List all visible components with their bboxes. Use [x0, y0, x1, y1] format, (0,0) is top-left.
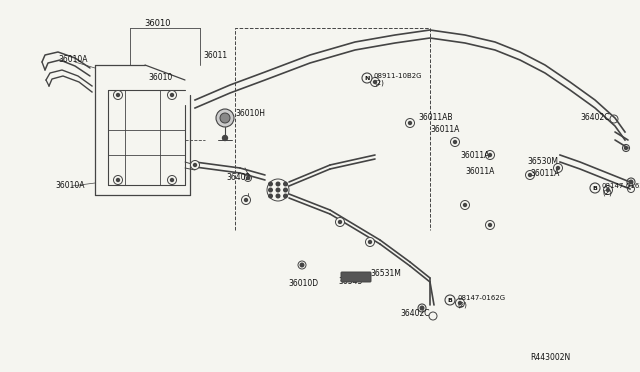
Circle shape: [276, 194, 280, 198]
Circle shape: [170, 179, 173, 182]
Text: 36011A: 36011A: [465, 167, 494, 176]
Circle shape: [554, 164, 563, 173]
Circle shape: [269, 194, 272, 198]
Text: 36010: 36010: [148, 74, 172, 83]
Circle shape: [113, 176, 122, 185]
Text: 36402C: 36402C: [400, 310, 429, 318]
Circle shape: [488, 154, 492, 157]
Circle shape: [168, 176, 177, 185]
Circle shape: [335, 218, 344, 227]
Circle shape: [241, 196, 250, 205]
Circle shape: [220, 113, 230, 123]
Circle shape: [244, 199, 248, 202]
Circle shape: [216, 109, 234, 127]
Text: 36010A: 36010A: [55, 180, 84, 189]
Circle shape: [488, 224, 492, 227]
Circle shape: [276, 182, 280, 186]
Circle shape: [451, 138, 460, 147]
Text: (2): (2): [457, 302, 467, 308]
Circle shape: [629, 180, 633, 184]
Circle shape: [113, 90, 122, 99]
Circle shape: [461, 201, 470, 209]
Circle shape: [170, 93, 173, 96]
Circle shape: [557, 167, 559, 170]
Text: N: N: [364, 76, 370, 80]
Circle shape: [525, 170, 534, 180]
Text: 36010D: 36010D: [288, 279, 318, 288]
Circle shape: [463, 203, 467, 206]
Circle shape: [369, 241, 371, 244]
Circle shape: [486, 221, 495, 230]
Circle shape: [362, 73, 372, 83]
Circle shape: [191, 160, 200, 170]
Circle shape: [339, 221, 342, 224]
Circle shape: [458, 301, 461, 305]
Circle shape: [300, 263, 304, 267]
Text: 08147-0162G: 08147-0162G: [457, 295, 505, 301]
Text: 36530M: 36530M: [527, 157, 558, 167]
Circle shape: [590, 183, 600, 193]
Circle shape: [408, 122, 412, 125]
FancyBboxPatch shape: [341, 272, 371, 282]
Text: B: B: [447, 298, 452, 302]
Circle shape: [607, 189, 609, 192]
Circle shape: [116, 179, 120, 182]
Text: 36011A: 36011A: [460, 151, 490, 160]
Text: 36011A: 36011A: [530, 169, 559, 177]
Circle shape: [168, 90, 177, 99]
Circle shape: [365, 237, 374, 247]
Circle shape: [374, 80, 376, 83]
Circle shape: [284, 188, 287, 192]
Text: (2): (2): [602, 190, 612, 196]
Circle shape: [246, 176, 250, 180]
Text: 36010H: 36010H: [235, 109, 265, 118]
Text: 36011AB: 36011AB: [418, 113, 452, 122]
Circle shape: [486, 151, 495, 160]
Circle shape: [406, 119, 415, 128]
Text: 36545: 36545: [338, 278, 362, 286]
Circle shape: [371, 77, 380, 87]
Circle shape: [456, 298, 465, 308]
Text: 36531M: 36531M: [370, 269, 401, 278]
Text: 36011A: 36011A: [430, 125, 460, 135]
Text: R443002N: R443002N: [530, 353, 570, 362]
Text: 36010A: 36010A: [58, 55, 88, 64]
Circle shape: [420, 306, 424, 310]
Text: 36402C: 36402C: [580, 112, 609, 122]
Circle shape: [454, 141, 456, 144]
Circle shape: [529, 173, 531, 176]
Circle shape: [604, 186, 612, 195]
Circle shape: [116, 93, 120, 96]
Circle shape: [625, 147, 627, 150]
Circle shape: [284, 182, 287, 186]
Circle shape: [223, 135, 227, 141]
Text: 08147-0162G: 08147-0162G: [602, 183, 640, 189]
Circle shape: [269, 188, 272, 192]
Circle shape: [445, 295, 455, 305]
Text: 08911-10B2G: 08911-10B2G: [374, 73, 422, 79]
Text: 36010: 36010: [145, 19, 172, 28]
Circle shape: [284, 194, 287, 198]
Text: (2): (2): [374, 80, 384, 86]
Circle shape: [269, 182, 272, 186]
Text: 36402: 36402: [226, 173, 250, 183]
Text: 36011: 36011: [203, 51, 227, 60]
Circle shape: [193, 164, 196, 167]
Circle shape: [276, 188, 280, 192]
Text: B: B: [593, 186, 597, 190]
